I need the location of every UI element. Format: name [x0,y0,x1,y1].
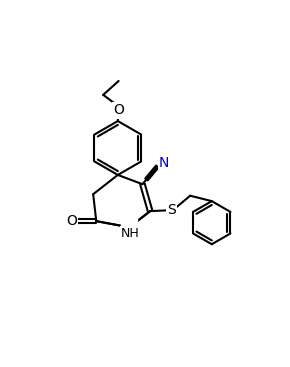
Text: O: O [113,103,124,117]
Text: NH: NH [121,227,139,240]
Text: O: O [66,214,77,228]
Text: N: N [159,156,169,170]
Text: S: S [167,203,176,217]
